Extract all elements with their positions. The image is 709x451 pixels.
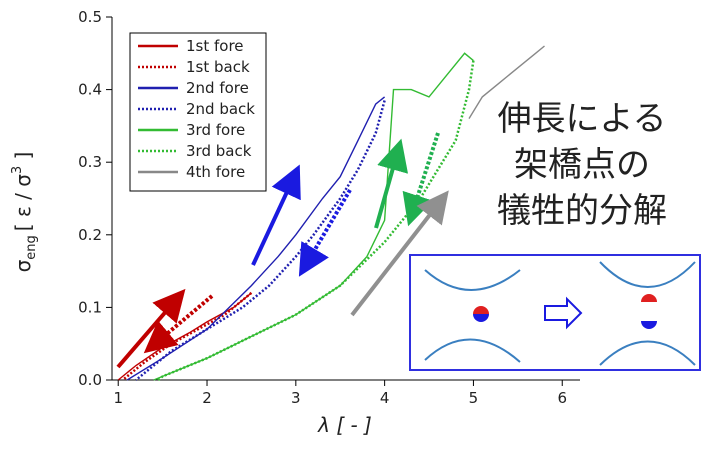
x-tick-label: 3 <box>291 389 301 407</box>
arrow <box>376 154 397 228</box>
y-tick-label: 0.3 <box>78 153 102 171</box>
y-tick-label: 0.2 <box>78 226 102 244</box>
x-tick-label: 6 <box>557 389 567 407</box>
x-tick-label: 2 <box>202 389 212 407</box>
arrow <box>413 133 438 211</box>
legend-label: 3rd fore <box>186 121 245 139</box>
x-tick-label: 1 <box>113 389 123 407</box>
legend-label: 1st back <box>186 58 250 76</box>
legend-label: 3rd back <box>186 142 252 160</box>
y-tick-label: 0.5 <box>78 8 102 26</box>
y-label-close: ] <box>11 152 35 166</box>
arrow <box>307 190 350 263</box>
y-label-main: σ <box>11 259 35 272</box>
x-axis-label: λ [ - ] <box>317 413 372 437</box>
annotation: 犠牲的分解 <box>497 191 667 231</box>
y-label-sub: eng <box>24 235 39 260</box>
legend-label: 2nd fore <box>186 79 249 97</box>
y-tick-label: 0.0 <box>78 371 102 389</box>
y-tick-label: 0.4 <box>78 81 102 99</box>
legend-label: 1st fore <box>186 37 244 55</box>
y-tick-label: 0.1 <box>78 298 102 316</box>
y-axis-label: σeng [ ε / σ3 ] <box>10 152 39 273</box>
y-label-sup: 3 <box>10 166 25 174</box>
inset-diagram <box>410 255 700 370</box>
x-tick-label: 4 <box>380 389 390 407</box>
annotation: 伸長による <box>498 99 667 139</box>
x-tick-label: 5 <box>469 389 479 407</box>
arrow <box>118 301 175 367</box>
annotation: 架橋点の <box>514 145 650 185</box>
chart: 0.0 0.1 0.2 0.3 0.4 0.5 1 2 3 4 5 6 1st fore 1st bac… <box>0 0 709 447</box>
y-label-bracket: [ ε / σ <box>11 174 35 231</box>
legend-label: 4th fore <box>186 163 245 181</box>
legend-label: 2nd back <box>186 100 255 118</box>
arrow <box>253 179 293 265</box>
